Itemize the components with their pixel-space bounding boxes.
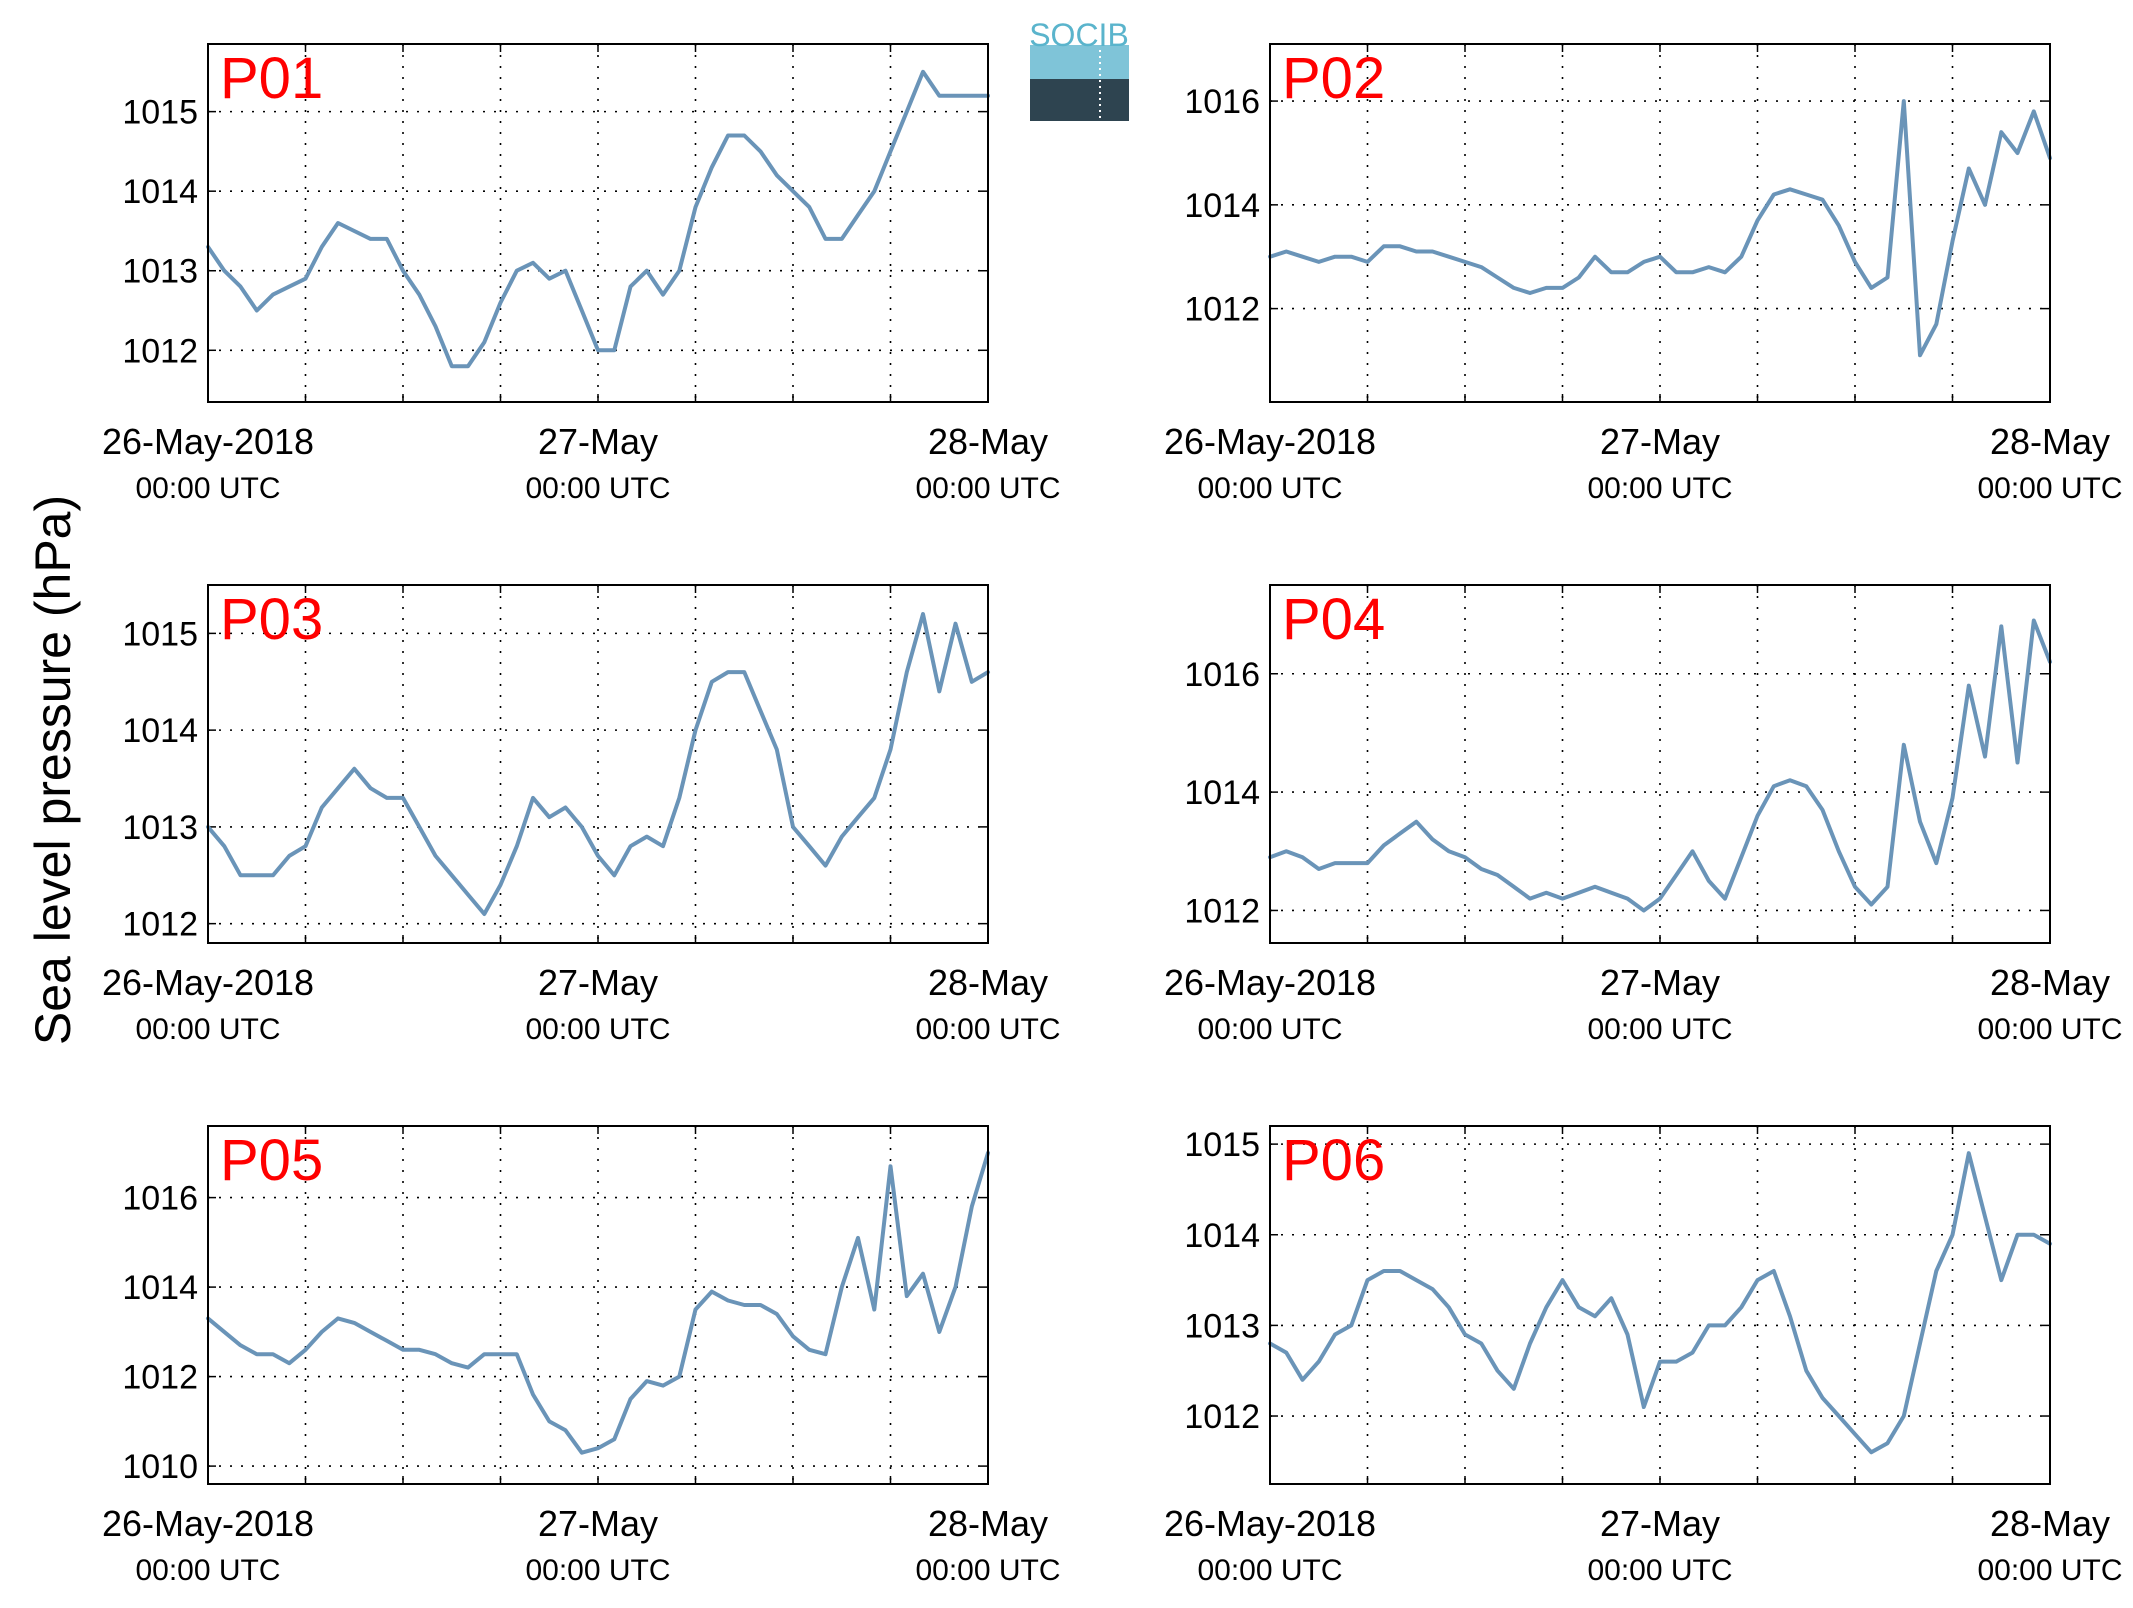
x-tick-label: 27-May [538, 1503, 658, 1544]
y-tick-label: 1014 [1184, 1217, 1260, 1255]
pressure-series-line [206, 612, 990, 916]
x-tick-label: 28-May [1990, 962, 2110, 1003]
x-tick-label: 28-May [1990, 421, 2110, 462]
x-tick-label: 28-May [1990, 1503, 2110, 1544]
panel-label: P01 [220, 46, 323, 111]
y-tick-label: 1014 [1184, 187, 1260, 225]
y-tick-label: 1016 [1184, 83, 1260, 121]
x-tick-sublabel: 00:00 UTC [1587, 1013, 1732, 1046]
pressure-series-line [1268, 618, 2052, 913]
x-tick-sublabel: 00:00 UTC [1197, 472, 1342, 505]
y-tick-label: 1016 [122, 1180, 198, 1218]
x-tick-sublabel: 00:00 UTC [1977, 472, 2122, 505]
plot-frame [1269, 43, 2051, 403]
panel-p01: 1012 1013 1014 1015 26-May-2018 00:00 UTC 27-M… [102, 43, 1061, 505]
x-tick-label: 26-May-2018 [102, 421, 314, 462]
y-tick-label: 1015 [122, 615, 198, 653]
y-tick-label: 1010 [122, 1448, 198, 1486]
y-tick-label: 1012 [122, 1359, 198, 1397]
x-tick-label: 27-May [1600, 962, 1720, 1003]
plot-frame [207, 584, 989, 944]
x-tick-sublabel: 00:00 UTC [135, 1013, 280, 1046]
x-tick-sublabel: 00:00 UTC [525, 1554, 670, 1587]
x-tick-label: 26-May-2018 [102, 962, 314, 1003]
plot-frame [207, 1125, 989, 1485]
y-tick-label: 1013 [122, 809, 198, 847]
pressure-series-line [206, 69, 990, 369]
panel-p06: 1012 1013 1014 1015 26-May-2018 00:00 UTC 27-M… [1164, 1125, 2123, 1587]
plot-area [208, 1126, 988, 1484]
x-tick-label: 26-May-2018 [1164, 1503, 1376, 1544]
x-tick-sublabel: 00:00 UTC [1587, 1554, 1732, 1587]
panel-p02: 1012 1014 1016 26-May-2018 00:00 UTC 27-May 00… [1164, 43, 2123, 505]
x-tick-sublabel: 00:00 UTC [1977, 1554, 2122, 1587]
logo-top-band [1030, 45, 1129, 79]
x-tick-label: 26-May-2018 [1164, 421, 1376, 462]
plot-area [1270, 1126, 2050, 1484]
panel-label: P03 [220, 587, 323, 652]
panel-label: P04 [1282, 587, 1385, 652]
x-tick-sublabel: 00:00 UTC [915, 1013, 1060, 1046]
socib-logo: SOCIB [1029, 17, 1129, 121]
plot-frame [207, 43, 989, 403]
x-tick-sublabel: 00:00 UTC [1197, 1013, 1342, 1046]
panel-label: P02 [1282, 46, 1385, 111]
y-tick-label: 1015 [122, 94, 198, 132]
x-tick-label: 27-May [538, 421, 658, 462]
plot-frame [1269, 1125, 2051, 1485]
x-tick-sublabel: 00:00 UTC [525, 1013, 670, 1046]
logo-text: SOCIB [1029, 17, 1129, 53]
logo-bottom-band [1030, 79, 1129, 121]
panel-p03: 1012 1013 1014 1015 26-May-2018 00:00 UTC 27-M… [102, 584, 1061, 1046]
plot-area [1270, 44, 2050, 402]
y-tick-label: 1014 [122, 1269, 198, 1307]
panel-label: P05 [220, 1128, 323, 1193]
x-tick-label: 27-May [538, 962, 658, 1003]
x-tick-sublabel: 00:00 UTC [135, 472, 280, 505]
panel-p05: 1010 1012 1014 1016 26-May-2018 00:00 UTC 27-M… [102, 1125, 1061, 1587]
pressure-series-line [1268, 99, 2052, 358]
x-tick-label: 28-May [928, 1503, 1048, 1544]
y-tick-label: 1012 [122, 906, 198, 944]
y-tick-label: 1012 [1184, 892, 1260, 930]
x-tick-label: 27-May [1600, 1503, 1720, 1544]
pressure-series-line [1268, 1151, 2052, 1455]
y-tick-label: 1012 [1184, 291, 1260, 329]
x-tick-label: 27-May [1600, 421, 1720, 462]
y-tick-label: 1016 [1184, 656, 1260, 694]
y-tick-label: 1013 [1184, 1307, 1260, 1345]
x-tick-sublabel: 00:00 UTC [915, 1554, 1060, 1587]
plot-area [208, 585, 988, 943]
panel-label: P06 [1282, 1128, 1385, 1193]
y-axis-label: Sea level pressure (hPa) [25, 495, 81, 1045]
x-tick-label: 26-May-2018 [1164, 962, 1376, 1003]
y-tick-label: 1012 [1184, 1398, 1260, 1436]
pressure-series-line [206, 1150, 990, 1455]
x-tick-label: 28-May [928, 962, 1048, 1003]
y-tick-label: 1014 [1184, 774, 1260, 812]
x-tick-sublabel: 00:00 UTC [915, 472, 1060, 505]
x-tick-sublabel: 00:00 UTC [1977, 1013, 2122, 1046]
x-tick-sublabel: 00:00 UTC [525, 472, 670, 505]
y-tick-label: 1013 [122, 253, 198, 291]
x-tick-label: 26-May-2018 [102, 1503, 314, 1544]
x-tick-sublabel: 00:00 UTC [1197, 1554, 1342, 1587]
y-tick-label: 1015 [1184, 1126, 1260, 1164]
plot-frame [1269, 584, 2051, 944]
x-tick-sublabel: 00:00 UTC [1587, 472, 1732, 505]
panel-p04: 1012 1014 1016 26-May-2018 00:00 UTC 27-May 00… [1164, 584, 2123, 1046]
y-tick-label: 1014 [122, 173, 198, 211]
y-tick-label: 1012 [122, 332, 198, 370]
plot-area [1270, 585, 2050, 943]
x-tick-label: 28-May [928, 421, 1048, 462]
x-tick-sublabel: 00:00 UTC [135, 1554, 280, 1587]
y-tick-label: 1014 [122, 712, 198, 750]
